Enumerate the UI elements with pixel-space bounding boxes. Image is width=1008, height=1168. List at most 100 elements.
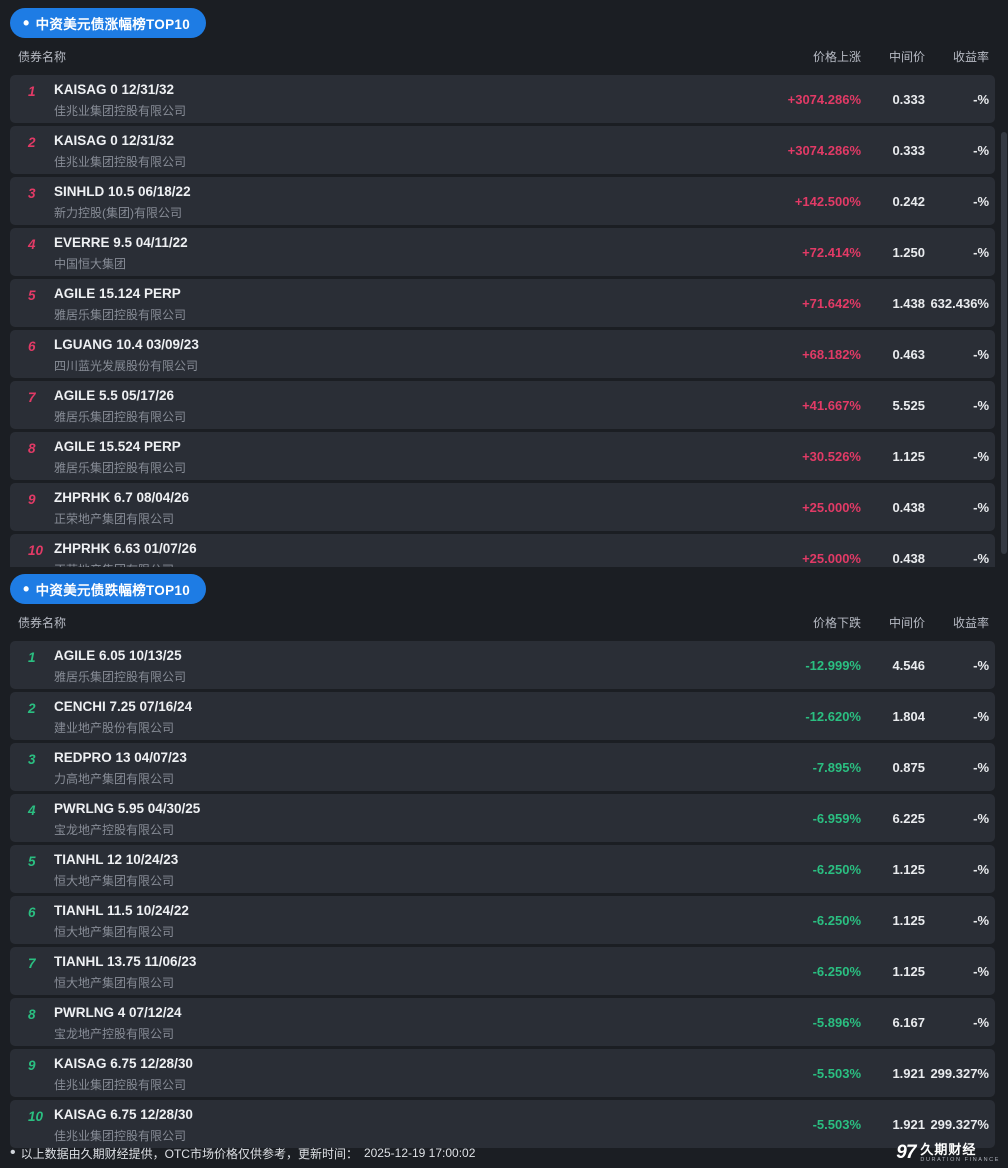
bond-name: AGILE 15.124 PERP [54,285,181,301]
section-title-pill: • 中资美元债跌幅榜TOP10 [10,574,207,604]
mid-price-value: 6.225 [892,810,925,826]
bond-row[interactable]: 7 TIANHL 13.75 11/06/23 恒大地产集团有限公司 -6.25… [10,947,995,995]
update-timestamp: 2025-12-19 17:00:02 [363,1146,476,1160]
company-name: 宝龙地产控股有限公司 [54,1026,175,1041]
yield-value: -% [973,550,989,566]
scrollbar-thumb[interactable] [1001,132,1007,554]
bond-row[interactable]: 10 ZHPRHK 6.63 01/07/26 正荣地产集团有限公司 +25.0… [10,534,995,567]
mid-price-value: 1.921 [892,1065,925,1081]
mid-price-value: 1.804 [892,708,925,724]
price-change-value: -6.250% [812,861,861,877]
rank-number: 8 [28,1007,36,1022]
mid-price-value: 1.125 [892,861,925,877]
rank-number: 2 [28,135,36,150]
bond-row[interactable]: 2 KAISAG 0 12/31/32 佳兆业集团控股有限公司 +3074.28… [10,126,995,174]
rank-number: 4 [28,237,36,252]
yield-value: -% [973,1014,989,1030]
yield-value: -% [973,91,989,107]
company-name: 雅居乐集团控股有限公司 [54,669,187,684]
yield-value: -% [973,708,989,724]
column-headers: 债券名称 价格上涨 中间价 收益率 [18,48,989,65]
price-change-value: -5.503% [812,1116,861,1132]
yield-value: 632.436% [930,295,989,311]
footer-bar: • 以上数据由久期财经提供，OTC市场价格仅供参考，更新时间： 2025-12-… [10,1141,1000,1164]
header-price-change: 价格上涨 [812,50,861,64]
bond-row[interactable]: 1 KAISAG 0 12/31/32 佳兆业集团控股有限公司 +3074.28… [10,75,995,123]
rank-number: 9 [28,492,36,507]
company-name: 恒大地产集团有限公司 [54,924,175,939]
bond-row[interactable]: 8 AGILE 15.524 PERP 雅居乐集团控股有限公司 +30.526%… [10,432,995,480]
mid-price-value: 0.438 [892,499,925,515]
bond-row[interactable]: 4 PWRLNG 5.95 04/30/25 宝龙地产控股有限公司 -6.959… [10,794,995,842]
rank-number: 3 [28,186,36,201]
rank-number: 5 [28,288,36,303]
yield-value: -% [973,499,989,515]
company-name: 正荣地产集团有限公司 [54,561,731,568]
company-name: 宝龙地产控股有限公司 [54,822,175,837]
bond-name: EVERRE 9.5 04/11/22 [54,234,188,250]
bond-name: LGUANG 10.4 03/09/23 [54,336,199,352]
yield-value: -% [973,963,989,979]
mid-price-value: 4.546 [892,657,925,673]
bond-list: 1 KAISAG 0 12/31/32 佳兆业集团控股有限公司 +3074.28… [0,75,1008,567]
mid-price-value: 0.438 [892,550,925,566]
mid-price-value: 1.125 [892,448,925,464]
bond-name: TIANHL 12 10/24/23 [54,851,179,867]
price-change-value: +72.414% [802,244,861,260]
company-name: 佳兆业集团控股有限公司 [54,103,187,118]
mid-price-value: 1.250 [892,244,925,260]
duration-finance-logo: 97 久期财经 DURATION FINANCE [896,1142,1000,1164]
rank-number: 1 [28,84,36,99]
mid-price-value: 1.438 [892,295,925,311]
bond-row[interactable]: 3 SINHLD 10.5 06/18/22 新力控股(集团)有限公司 +142… [10,177,995,225]
price-change-value: +30.526% [802,448,861,464]
bond-row[interactable]: 6 TIANHL 11.5 10/24/22 恒大地产集团有限公司 -6.250… [10,896,995,944]
header-bond-name: 债券名称 [18,616,67,630]
section-title: 中资美元债涨幅榜TOP10 [35,17,191,32]
bond-name: PWRLNG 5.95 04/30/25 [54,800,201,816]
price-change-value: +25.000% [802,499,861,515]
mid-price-value: 0.333 [892,142,925,158]
company-name: 雅居乐集团控股有限公司 [54,307,187,322]
yield-value: -% [973,810,989,826]
mid-price-value: 5.525 [892,397,925,413]
price-change-value: +3074.286% [787,142,861,158]
price-change-value: +68.182% [802,346,861,362]
bond-row[interactable]: 9 KAISAG 6.75 12/28/30 佳兆业集团控股有限公司 -5.50… [10,1049,995,1097]
section-title: 中资美元债跌幅榜TOP10 [35,583,191,598]
bond-row[interactable]: 3 REDPRO 13 04/07/23 力高地产集团有限公司 -7.895% … [10,743,995,791]
company-name: 佳兆业集团控股有限公司 [54,1077,187,1092]
bond-row[interactable]: 5 AGILE 15.124 PERP 雅居乐集团控股有限公司 +71.642%… [10,279,995,327]
rank-number: 9 [28,1058,36,1073]
company-name: 建业地产股份有限公司 [54,720,175,735]
header-mid-price: 中间价 [888,616,925,630]
rank-number: 7 [28,390,36,405]
rank-number: 3 [28,752,36,767]
company-name: 雅居乐集团控股有限公司 [54,409,187,424]
bond-name: AGILE 15.524 PERP [54,438,181,454]
bond-row[interactable]: 1 AGILE 6.05 10/13/25 雅居乐集团控股有限公司 -12.99… [10,641,995,689]
bond-row[interactable]: 2 CENCHI 7.25 07/16/24 建业地产股份有限公司 -12.62… [10,692,995,740]
mid-price-value: 0.875 [892,759,925,775]
price-change-value: +3074.286% [787,91,861,107]
bond-row[interactable]: 7 AGILE 5.5 05/17/26 雅居乐集团控股有限公司 +41.667… [10,381,995,429]
yield-value: -% [973,346,989,362]
bond-row[interactable]: 4 EVERRE 9.5 04/11/22 中国恒大集团 +72.414% 1.… [10,228,995,276]
bond-row[interactable]: 10 KAISAG 6.75 12/28/30 佳兆业集团控股有限公司 -5.5… [10,1100,995,1148]
bond-row[interactable]: 5 TIANHL 12 10/24/23 恒大地产集团有限公司 -6.250% … [10,845,995,893]
mid-price-value: 1.921 [892,1116,925,1132]
bond-name: ZHPRHK 6.7 08/04/26 [54,489,190,505]
bond-name: ZHPRHK 6.63 01/07/26 [54,540,197,556]
header-yield: 收益率 [952,616,989,630]
bond-row[interactable]: 8 PWRLNG 4 07/12/24 宝龙地产控股有限公司 -5.896% 6… [10,998,995,1046]
bond-row[interactable]: 9 ZHPRHK 6.7 08/04/26 正荣地产集团有限公司 +25.000… [10,483,995,531]
bond-row[interactable]: 6 LGUANG 10.4 03/09/23 四川蓝光发展股份有限公司 +68.… [10,330,995,378]
mid-price-value: 6.167 [892,1014,925,1030]
bond-name: REDPRO 13 04/07/23 [54,749,187,765]
logo-name-en: DURATION FINANCE [920,1156,1000,1163]
company-name: 雅居乐集团控股有限公司 [54,460,187,475]
yield-value: -% [973,142,989,158]
yield-value: 299.327% [930,1116,989,1132]
mid-price-value: 0.463 [892,346,925,362]
